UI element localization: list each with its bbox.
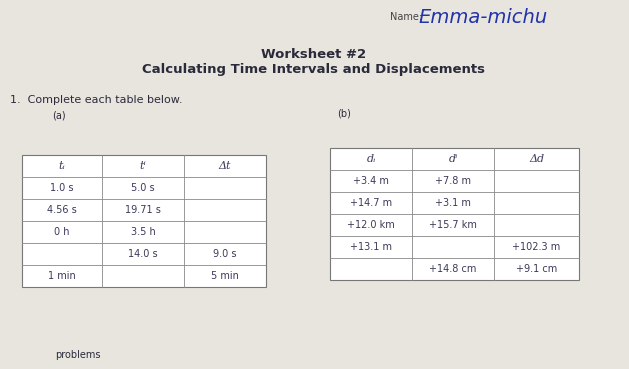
Text: 1.  Complete each table below.: 1. Complete each table below. — [10, 95, 182, 105]
Text: tⁱ: tⁱ — [140, 161, 147, 171]
Text: (a): (a) — [52, 110, 65, 120]
Text: 3.5 h: 3.5 h — [131, 227, 155, 237]
Text: Calculating Time Intervals and Displacements: Calculating Time Intervals and Displacem… — [143, 63, 486, 76]
Text: 0 h: 0 h — [54, 227, 70, 237]
Text: Name:: Name: — [390, 12, 422, 22]
Text: +14.8 cm: +14.8 cm — [430, 264, 477, 274]
Bar — [330, 148, 579, 280]
Text: +15.7 km: +15.7 km — [429, 220, 477, 230]
Text: 4.56 s: 4.56 s — [47, 205, 77, 215]
Text: (b): (b) — [337, 108, 351, 118]
Text: 9.0 s: 9.0 s — [213, 249, 237, 259]
Text: 5 min: 5 min — [211, 271, 239, 281]
Text: dⁱ: dⁱ — [448, 154, 458, 164]
Text: Worksheet #2: Worksheet #2 — [262, 48, 367, 61]
Text: Δd: Δd — [529, 154, 544, 164]
Text: 1.0 s: 1.0 s — [50, 183, 74, 193]
Text: +102.3 m: +102.3 m — [513, 242, 560, 252]
Text: +7.8 m: +7.8 m — [435, 176, 471, 186]
Text: 14.0 s: 14.0 s — [128, 249, 158, 259]
Text: 5.0 s: 5.0 s — [131, 183, 155, 193]
Text: +3.1 m: +3.1 m — [435, 198, 471, 208]
Text: +3.4 m: +3.4 m — [353, 176, 389, 186]
Text: Δt: Δt — [219, 161, 231, 171]
Text: +9.1 cm: +9.1 cm — [516, 264, 557, 274]
Text: dᵢ: dᵢ — [366, 154, 376, 164]
Text: tᵢ: tᵢ — [58, 161, 65, 171]
Text: Emma-michu: Emma-michu — [418, 8, 547, 27]
Text: 1 min: 1 min — [48, 271, 76, 281]
Text: +13.1 m: +13.1 m — [350, 242, 392, 252]
Text: +14.7 m: +14.7 m — [350, 198, 392, 208]
Text: 19.71 s: 19.71 s — [125, 205, 161, 215]
Text: +12.0 km: +12.0 km — [347, 220, 395, 230]
Text: problems: problems — [55, 350, 101, 360]
Bar — [22, 155, 266, 287]
